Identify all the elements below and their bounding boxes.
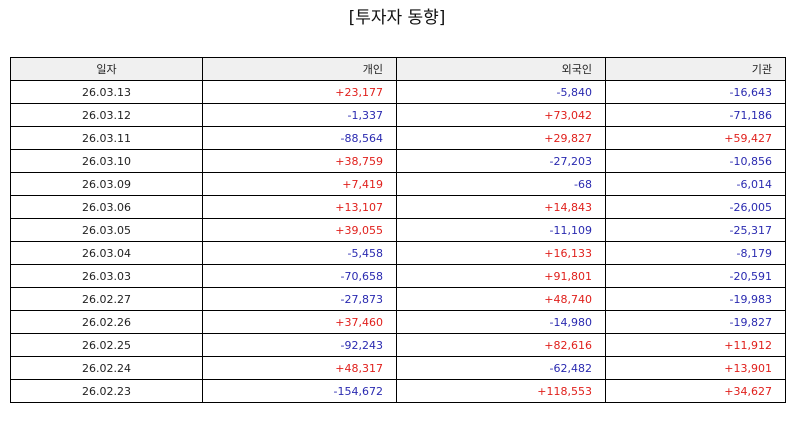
investor-flow-table: 일자 개인 외국인 기관 26.03.13 +23,177 -5,840 -16,64… [10, 57, 786, 403]
date-cell: 26.02.25 [10, 333, 203, 357]
individual-cell: -27,873 [202, 287, 397, 311]
table-body: 26.03.13 +23,177 -5,840 -16,643 26.03.12 -1,3… [10, 80, 786, 403]
table-row: 26.02.24 +48,317 -62,482 +13,901 [10, 356, 786, 380]
foreign-cell: -11,109 [396, 218, 606, 242]
foreign-cell: -27,203 [396, 149, 606, 173]
foreign-cell: -68 [396, 172, 606, 196]
table-row: 26.03.10 +38,759 -27,203 -10,856 [10, 149, 786, 173]
date-cell: 26.03.04 [10, 241, 203, 265]
individual-cell: -70,658 [202, 264, 397, 288]
individual-cell: -154,672 [202, 379, 397, 403]
individual-cell: +37,460 [202, 310, 397, 334]
institution-cell: -25,317 [605, 218, 786, 242]
foreign-cell: +29,827 [396, 126, 606, 150]
individual-cell: +7,419 [202, 172, 397, 196]
date-cell: 26.03.11 [10, 126, 203, 150]
institution-cell: -19,827 [605, 310, 786, 334]
institution-cell: -20,591 [605, 264, 786, 288]
table-row: 26.02.26 +37,460 -14,980 -19,827 [10, 310, 786, 334]
foreign-cell: +91,801 [396, 264, 606, 288]
page-title: [투자자 동향] [348, 8, 446, 28]
foreign-cell: -62,482 [396, 356, 606, 380]
institution-cell: -6,014 [605, 172, 786, 196]
foreign-cell: +14,843 [396, 195, 606, 219]
individual-cell: +38,759 [202, 149, 397, 173]
date-cell: 26.03.12 [10, 103, 203, 127]
table-header-row: 일자 개인 외국인 기관 [10, 57, 786, 81]
date-cell: 26.03.10 [10, 149, 203, 173]
date-cell: 26.02.27 [10, 287, 203, 311]
institution-cell: -71,186 [605, 103, 786, 127]
table-row: 26.03.13 +23,177 -5,840 -16,643 [10, 80, 786, 104]
header-individual: 개인 [202, 57, 397, 81]
table-row: 26.03.04 -5,458 +16,133 -8,179 [10, 241, 786, 265]
foreign-cell: +48,740 [396, 287, 606, 311]
table-row: 26.02.23 -154,672 +118,553 +34,627 [10, 379, 786, 403]
individual-cell: +48,317 [202, 356, 397, 380]
foreign-cell: +16,133 [396, 241, 606, 265]
table-row: 26.03.05 +39,055 -11,109 -25,317 [10, 218, 786, 242]
table-row: 26.03.11 -88,564 +29,827 +59,427 [10, 126, 786, 150]
individual-cell: +23,177 [202, 80, 397, 104]
date-cell: 26.02.24 [10, 356, 203, 380]
foreign-cell: +118,553 [396, 379, 606, 403]
foreign-cell: -5,840 [396, 80, 606, 104]
individual-cell: -5,458 [202, 241, 397, 265]
institution-cell: -16,643 [605, 80, 786, 104]
institution-cell: +13,901 [605, 356, 786, 380]
date-cell: 26.03.13 [10, 80, 203, 104]
institution-cell: +59,427 [605, 126, 786, 150]
table-row: 26.03.09 +7,419 -68 -6,014 [10, 172, 786, 196]
date-cell: 26.03.03 [10, 264, 203, 288]
institution-cell: -26,005 [605, 195, 786, 219]
institution-cell: -8,179 [605, 241, 786, 265]
table-row: 26.02.25 -92,243 +82,616 +11,912 [10, 333, 786, 357]
institution-cell: -19,983 [605, 287, 786, 311]
foreign-cell: +73,042 [396, 103, 606, 127]
header-foreign: 외국인 [396, 57, 606, 81]
date-cell: 26.02.23 [10, 379, 203, 403]
date-cell: 26.03.09 [10, 172, 203, 196]
institution-cell: +11,912 [605, 333, 786, 357]
individual-cell: -88,564 [202, 126, 397, 150]
institution-cell: +34,627 [605, 379, 786, 403]
header-institution: 기관 [605, 57, 786, 81]
table-row: 26.03.06 +13,107 +14,843 -26,005 [10, 195, 786, 219]
individual-cell: +39,055 [202, 218, 397, 242]
date-cell: 26.03.06 [10, 195, 203, 219]
individual-cell: -92,243 [202, 333, 397, 357]
table-row: 26.03.03 -70,658 +91,801 -20,591 [10, 264, 786, 288]
individual-cell: -1,337 [202, 103, 397, 127]
date-cell: 26.02.26 [10, 310, 203, 334]
table-row: 26.02.27 -27,873 +48,740 -19,983 [10, 287, 786, 311]
institution-cell: -10,856 [605, 149, 786, 173]
foreign-cell: +82,616 [396, 333, 606, 357]
table-row: 26.03.12 -1,337 +73,042 -71,186 [10, 103, 786, 127]
date-cell: 26.03.05 [10, 218, 203, 242]
individual-cell: +13,107 [202, 195, 397, 219]
foreign-cell: -14,980 [396, 310, 606, 334]
header-date: 일자 [10, 57, 203, 81]
